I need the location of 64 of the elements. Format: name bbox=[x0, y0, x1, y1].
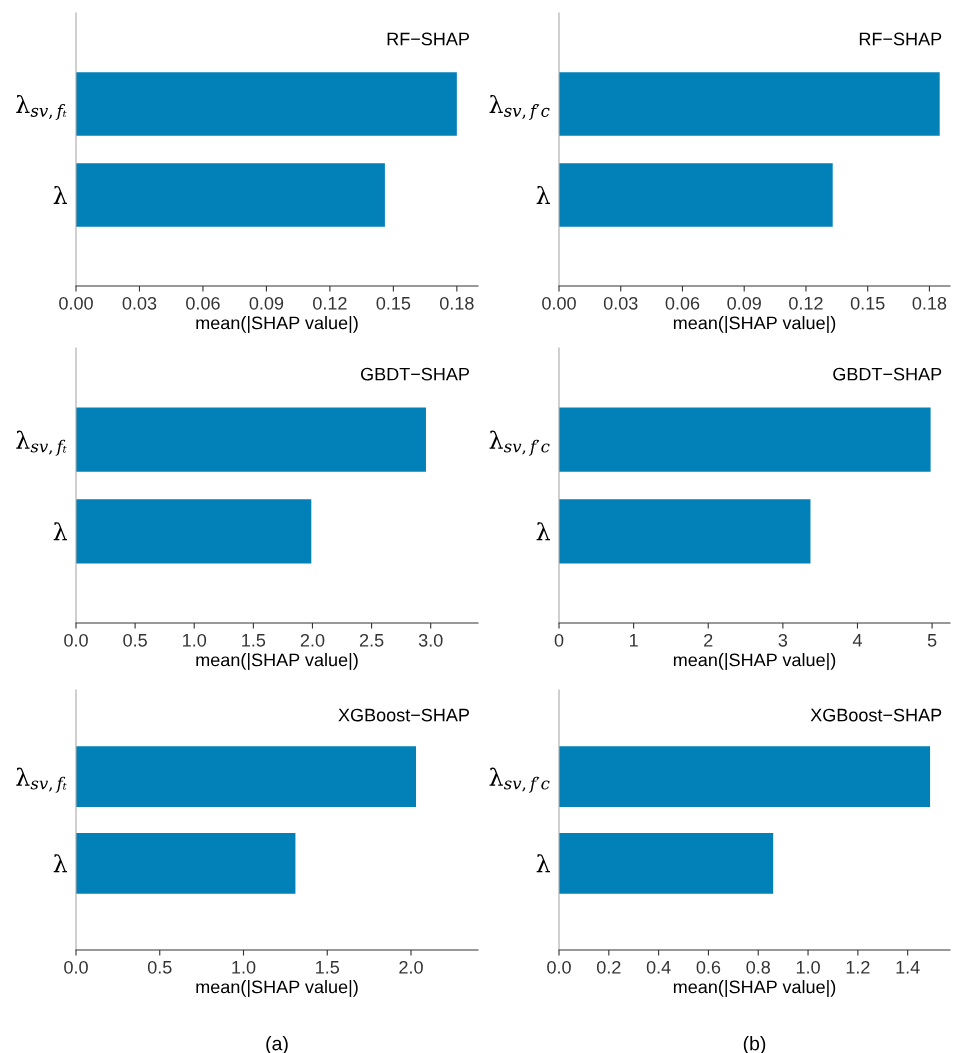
x-tick-label: 0.12 bbox=[313, 296, 347, 310]
x-axis-title: mean(|SHAP value|) bbox=[196, 980, 358, 997]
text: RF−SHAP bbox=[387, 32, 469, 46]
x-tick-label: 1.4 bbox=[896, 961, 920, 974]
text: XGBoost−SHAP bbox=[810, 708, 942, 722]
y-tick-label: λ bbox=[53, 522, 68, 541]
x-tick-label: 0.09 bbox=[249, 296, 284, 310]
x-tick-label: 0.5 bbox=[123, 633, 147, 647]
x-tick-label: 1 bbox=[629, 634, 638, 647]
y-tick-label: λ$_{sv,f′c}$ bbox=[489, 767, 550, 793]
text: RF−SHAP bbox=[859, 32, 942, 46]
x-tick-label: 1.2 bbox=[846, 960, 870, 974]
text: GBDT−SHAP bbox=[361, 367, 469, 381]
y-tick-label: λ bbox=[536, 854, 551, 873]
x-tick-label: 0.2 bbox=[596, 960, 621, 974]
x-tick-label: 1.0 bbox=[232, 960, 256, 974]
x-tick-label: 3.0 bbox=[418, 633, 443, 647]
x-tick-label: 5 bbox=[927, 634, 937, 647]
text: GBDT−SHAP bbox=[833, 367, 942, 381]
y-tick-label: λ$_{sv,fₜ}$ bbox=[16, 430, 67, 456]
x-tick-label: 2.5 bbox=[359, 633, 384, 647]
x-tick-label: 0.15 bbox=[850, 296, 885, 310]
x-tick-label: 0.0 bbox=[64, 960, 88, 974]
x-tick-label: 2 bbox=[704, 633, 713, 647]
x-tick-label: 0.09 bbox=[727, 296, 761, 310]
text: XGBoost−SHAP bbox=[338, 708, 469, 722]
x-tick-label: 3 bbox=[778, 633, 788, 647]
x-tick-label: 2.0 bbox=[399, 960, 423, 974]
x-tick-label: 0.00 bbox=[542, 296, 576, 310]
x-axis-title: mean(|SHAP value|) bbox=[196, 653, 358, 670]
x-tick-label: 0.00 bbox=[59, 296, 93, 310]
x-tick-label: 0.06 bbox=[186, 296, 220, 310]
x-axis-title: mean(|SHAP value|) bbox=[673, 316, 836, 333]
y-tick-label: λ bbox=[53, 854, 68, 873]
y-tick-label: λ bbox=[536, 185, 551, 204]
x-tick-label: 0.15 bbox=[376, 296, 411, 310]
x-tick-label: 0.18 bbox=[439, 296, 474, 310]
y-tick-label: λ$_{sv,f′c}$ bbox=[489, 430, 550, 456]
x-tick-label: 0.0 bbox=[64, 633, 88, 647]
x-tick-label: 2.0 bbox=[300, 633, 325, 647]
x-axis-title: mean(|SHAP value|) bbox=[196, 316, 358, 333]
y-tick-label: λ bbox=[53, 185, 68, 204]
y-tick-label: λ$_{sv,f′c}$ bbox=[489, 94, 550, 121]
x-tick-label: 0.4 bbox=[646, 960, 671, 974]
x-tick-label: 1.5 bbox=[242, 634, 266, 647]
x-tick-label: 0.5 bbox=[147, 960, 172, 974]
x-tick-label: 0.0 bbox=[547, 960, 571, 974]
x-tick-label: 0 bbox=[554, 633, 564, 647]
x-tick-label: 0.8 bbox=[746, 960, 770, 974]
y-tick-label: λ bbox=[536, 522, 551, 541]
x-axis-title: mean(|SHAP value|) bbox=[673, 653, 836, 670]
x-axis-title: mean(|SHAP value|) bbox=[673, 980, 836, 997]
x-tick-label: 1.5 bbox=[316, 961, 340, 974]
x-tick-label: 0.03 bbox=[122, 296, 157, 310]
y-tick-label: λ$_{sv,fₜ}$ bbox=[16, 767, 67, 793]
x-tick-label: 4 bbox=[852, 634, 862, 647]
x-tick-label: 0.18 bbox=[912, 296, 947, 310]
x-tick-label: 1.0 bbox=[183, 633, 207, 647]
x-tick-label: 0.6 bbox=[696, 960, 721, 974]
x-tick-label: 0.03 bbox=[603, 296, 638, 310]
y-tick-label: λ$_{sv,fₜ}$ bbox=[16, 94, 67, 121]
x-tick-label: 0.12 bbox=[789, 296, 823, 310]
x-tick-label: 0.06 bbox=[665, 296, 700, 310]
x-tick-label: 1.0 bbox=[796, 960, 820, 974]
